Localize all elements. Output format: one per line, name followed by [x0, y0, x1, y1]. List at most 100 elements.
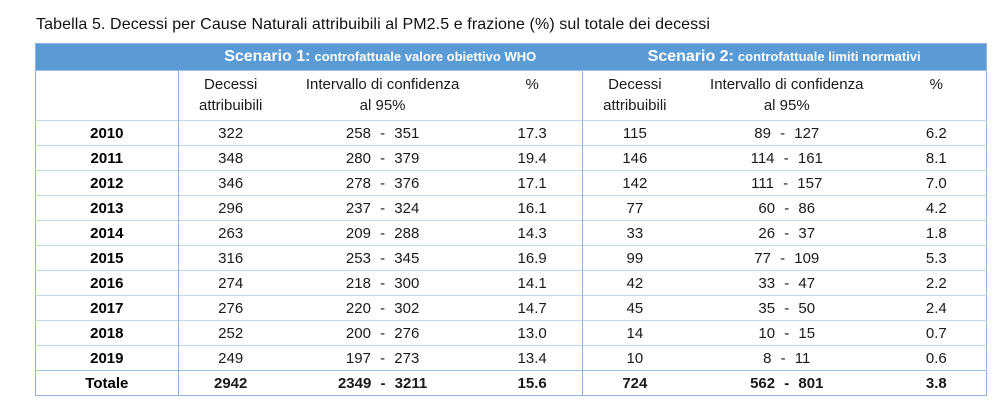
scenario-band-row: Scenario 1: controfattuale valore obietti… [35, 43, 987, 71]
s2-pct-cell: 2.4 [886, 295, 987, 321]
s2-total-ci-cell: 562 - 801 [686, 370, 887, 396]
s1-pct-header-label: % [525, 76, 539, 93]
year-cell: 2013 [35, 195, 179, 221]
s1-pct-cell: 16.1 [482, 195, 583, 221]
year-cell: 2012 [35, 170, 179, 196]
s2-ci-cell: 10 - 15 [686, 320, 887, 346]
s2-deaths-cell: 10 [582, 345, 687, 371]
s2-pct-cell: 8.1 [886, 145, 987, 171]
s1-ci-cell: 253 - 345 [282, 245, 483, 271]
s2-deaths-cell: 42 [582, 270, 687, 296]
total-label-cell: Totale [35, 370, 179, 396]
total-row: Totale 2942 2349 - 3211 15.6 724 562 - 8… [35, 370, 987, 396]
s2-ci-cell: 60 - 86 [686, 195, 887, 221]
s1-ci-cell: 220 - 302 [282, 295, 483, 321]
s2-pct-cell: 4.2 [886, 195, 987, 221]
table-row: 2016 274 218 - 300 14.1 42 33 - 47 2.2 [35, 270, 987, 296]
s1-deaths-cell: 316 [178, 245, 283, 271]
s2-deaths-cell: 33 [582, 220, 687, 246]
year-cell: 2014 [35, 220, 179, 246]
s1-ci-cell: 200 - 276 [282, 320, 483, 346]
s2-deaths-cell: 146 [582, 145, 687, 171]
s1-deaths-cell: 249 [178, 345, 283, 371]
year-cell: 2019 [35, 345, 179, 371]
scenario2-sublabel: controfattuale limiti normativi [737, 49, 921, 64]
s2-deaths-cell: 14 [582, 320, 687, 346]
table-row: 2017 276 220 - 302 14.7 45 35 - 50 2.4 [35, 295, 987, 321]
year-column-header [35, 70, 179, 121]
s2-pct-cell: 2.2 [886, 270, 987, 296]
s2-pct-header: % [886, 70, 987, 121]
s1-ci-header: Intervallo di confidenza al 95% [282, 70, 483, 121]
s1-deaths-cell: 348 [178, 145, 283, 171]
s2-deaths-cell: 45 [582, 295, 687, 321]
column-header-row: Decessi attribuibili Intervallo di confi… [35, 70, 987, 121]
s2-pct-cell: 5.3 [886, 245, 987, 271]
s1-deaths-cell: 274 [178, 270, 283, 296]
s2-deaths-cell: 77 [582, 195, 687, 221]
s1-total-pct-cell: 15.6 [482, 370, 583, 396]
s1-ci-cell: 258 - 351 [282, 120, 483, 146]
s1-deaths-header: Decessi attribuibili [178, 70, 283, 121]
year-cell: 2015 [35, 245, 179, 271]
s1-deaths-cell: 322 [178, 120, 283, 146]
year-cell: 2010 [35, 120, 179, 146]
s1-ci-cell: 218 - 300 [282, 270, 483, 296]
s2-total-pct-cell: 3.8 [886, 370, 987, 396]
s1-pct-cell: 17.3 [482, 120, 583, 146]
table-row: 2015 316 253 - 345 16.9 99 77 - 109 5.3 [35, 245, 987, 271]
scenario1-sublabel: controfattuale valore obiettivo WHO [314, 49, 537, 64]
s1-ci-header-label: Intervallo di confidenza al 95% [305, 76, 460, 114]
s1-deaths-cell: 346 [178, 170, 283, 196]
s1-pct-cell: 13.4 [482, 345, 583, 371]
table-caption: Tabella 5. Decessi per Cause Naturali at… [36, 16, 711, 33]
s1-pct-cell: 14.7 [482, 295, 583, 321]
year-cell: 2016 [35, 270, 179, 296]
table-row: 2014 263 209 - 288 14.3 33 26 - 37 1.8 [35, 220, 987, 246]
s2-pct-cell: 0.6 [886, 345, 987, 371]
year-cell: 2018 [35, 320, 179, 346]
document-page: Tabella 5. Decessi per Cause Naturali at… [35, 16, 987, 396]
s2-total-deaths-cell: 724 [582, 370, 687, 396]
s1-deaths-cell: 252 [178, 320, 283, 346]
s1-total-deaths-cell: 2942 [178, 370, 283, 396]
table-row: 2013 296 237 - 324 16.1 77 60 - 86 4.2 [35, 195, 987, 221]
s2-ci-header-label: Intervallo di confidenza al 95% [710, 76, 864, 114]
s2-ci-cell: 77 - 109 [686, 245, 887, 271]
s2-pct-cell: 6.2 [886, 120, 987, 146]
s2-deaths-header-label: Decessi attribuibili [603, 76, 667, 114]
s1-deaths-cell: 296 [178, 195, 283, 221]
scenario1-header: Scenario 1: controfattuale valore obietti… [178, 43, 583, 71]
scenario2-header: Scenario 2: controfattuale limiti normati… [582, 43, 987, 71]
s2-deaths-cell: 99 [582, 245, 687, 271]
s1-ci-cell: 278 - 376 [282, 170, 483, 196]
scenario2-label: Scenario 2: [647, 48, 734, 65]
s2-ci-header: Intervallo di confidenza al 95% [686, 70, 887, 121]
s2-ci-cell: 35 - 50 [686, 295, 887, 321]
s1-ci-cell: 280 - 379 [282, 145, 483, 171]
year-cell: 2011 [35, 145, 179, 171]
s2-ci-cell: 33 - 47 [686, 270, 887, 296]
s2-deaths-header: Decessi attribuibili [582, 70, 687, 121]
table-row: 2011 348 280 - 379 19.4 146 114 - 161 8.… [35, 145, 987, 171]
s1-pct-header: % [482, 70, 583, 121]
s2-ci-cell: 89 - 127 [686, 120, 887, 146]
s1-total-ci-cell: 2349 - 3211 [282, 370, 483, 396]
s2-ci-cell: 111 - 157 [686, 170, 887, 196]
s1-pct-cell: 14.3 [482, 220, 583, 246]
s2-ci-cell: 26 - 37 [686, 220, 887, 246]
s1-pct-cell: 19.4 [482, 145, 583, 171]
deaths-table: Scenario 1: controfattuale valore obietti… [35, 43, 987, 396]
s2-pct-cell: 0.7 [886, 320, 987, 346]
table-row: 2019 249 197 - 273 13.4 10 8 - 11 0.6 [35, 345, 987, 371]
s1-deaths-header-label: Decessi attribuibili [199, 76, 263, 114]
scenario1-label: Scenario 1: [224, 48, 311, 65]
year-column-corner [35, 43, 179, 71]
table-row: 2018 252 200 - 276 13.0 14 10 - 15 0.7 [35, 320, 987, 346]
s2-ci-cell: 114 - 161 [686, 145, 887, 171]
s2-deaths-cell: 115 [582, 120, 687, 146]
s2-pct-cell: 7.0 [886, 170, 987, 196]
s1-pct-cell: 14.1 [482, 270, 583, 296]
s1-pct-cell: 13.0 [482, 320, 583, 346]
s1-ci-cell: 237 - 324 [282, 195, 483, 221]
